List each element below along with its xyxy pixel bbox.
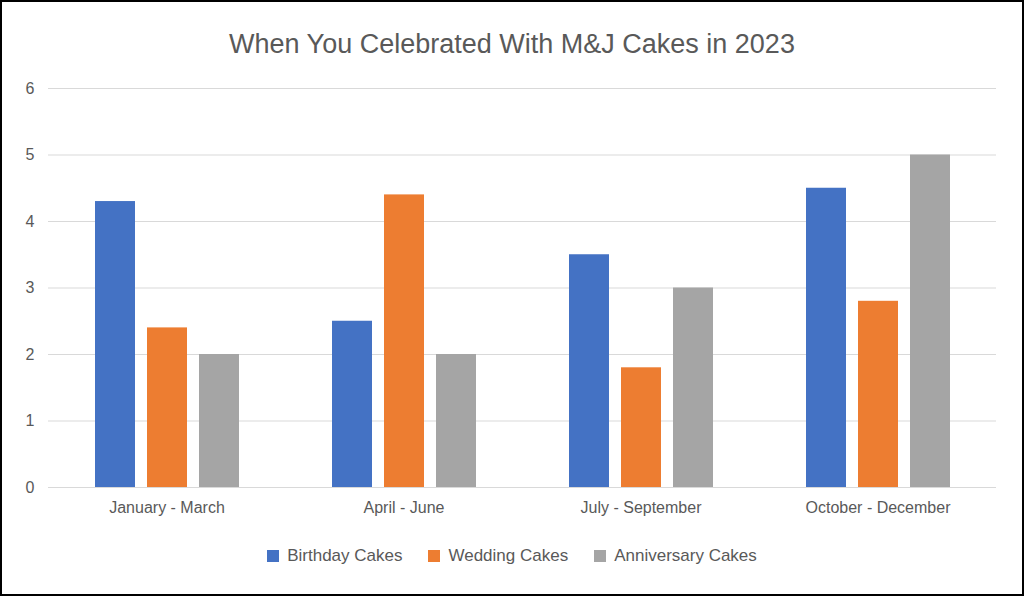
svg-text:April - June: April - June: [364, 499, 445, 516]
html-text:When You Celebrated With M&J C: When You Celebrated With M&J Cakes in 20…: [229, 29, 795, 59]
html-text:Wedding Cakes: Wedding Cakes: [448, 546, 569, 565]
html-text:Anniversary Cakes: Anniversary Cakes: [614, 546, 757, 565]
html-text:Birthday Cakes: Birthday Cakes: [287, 546, 403, 565]
svg-text:4: 4: [26, 213, 35, 230]
svg-text:3: 3: [26, 279, 35, 296]
svg-text:1: 1: [26, 412, 35, 429]
svg-text:5: 5: [26, 146, 35, 163]
svg-text:October - December: October - December: [806, 499, 952, 516]
svg-text:July - September: July - September: [581, 499, 703, 516]
svg-text:0: 0: [26, 479, 35, 496]
svg-text:January - March: January - March: [109, 499, 225, 516]
svg-text:6: 6: [26, 80, 35, 97]
svg-text:2: 2: [26, 346, 35, 363]
